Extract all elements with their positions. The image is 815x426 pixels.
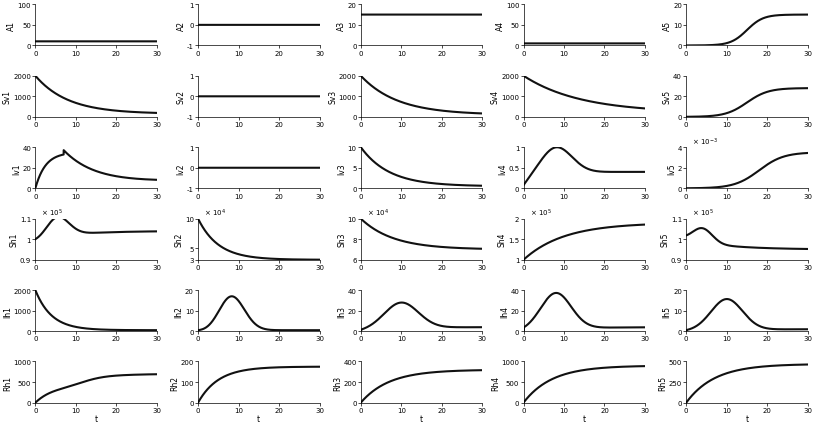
X-axis label: t: t — [95, 414, 98, 423]
Y-axis label: Sv2: Sv2 — [177, 90, 186, 104]
Text: × 10$^{5}$: × 10$^{5}$ — [42, 207, 64, 219]
Y-axis label: Ih3: Ih3 — [337, 305, 346, 317]
Text: × 10$^{4}$: × 10$^{4}$ — [204, 207, 226, 219]
Y-axis label: Ih1: Ih1 — [2, 305, 11, 317]
Y-axis label: Sv4: Sv4 — [491, 90, 500, 104]
Y-axis label: Sh3: Sh3 — [337, 233, 346, 247]
Y-axis label: Sv3: Sv3 — [328, 90, 337, 104]
X-axis label: t: t — [583, 414, 586, 423]
Y-axis label: A3: A3 — [337, 21, 346, 31]
Y-axis label: Rh3: Rh3 — [333, 374, 341, 390]
Y-axis label: Iv2: Iv2 — [177, 163, 186, 174]
Y-axis label: Sh5: Sh5 — [660, 233, 669, 247]
Text: × 10$^{5}$: × 10$^{5}$ — [692, 207, 714, 219]
Y-axis label: Sv1: Sv1 — [2, 90, 11, 104]
Text: × 10$^{4}$: × 10$^{4}$ — [367, 207, 389, 219]
Y-axis label: Sh2: Sh2 — [174, 233, 183, 247]
Text: × 10$^{5}$: × 10$^{5}$ — [530, 207, 552, 219]
Y-axis label: Sh4: Sh4 — [498, 233, 507, 247]
Y-axis label: Rh1: Rh1 — [2, 375, 11, 390]
Y-axis label: Iv3: Iv3 — [337, 163, 346, 174]
Y-axis label: A1: A1 — [7, 21, 16, 31]
X-axis label: t: t — [258, 414, 260, 423]
Y-axis label: Iv4: Iv4 — [498, 163, 507, 174]
Y-axis label: Rh2: Rh2 — [170, 375, 179, 390]
Y-axis label: Rh5: Rh5 — [659, 374, 667, 390]
Y-axis label: Ih2: Ih2 — [174, 305, 183, 317]
Text: × 10$^{-3}$: × 10$^{-3}$ — [692, 136, 718, 147]
X-axis label: t: t — [420, 414, 423, 423]
Y-axis label: A4: A4 — [496, 21, 504, 31]
Y-axis label: Iv5: Iv5 — [667, 163, 676, 174]
Y-axis label: Ih5: Ih5 — [663, 305, 672, 317]
Y-axis label: Rh4: Rh4 — [491, 374, 500, 390]
Y-axis label: Sh1: Sh1 — [10, 233, 19, 247]
Y-axis label: Iv1: Iv1 — [12, 163, 21, 174]
Y-axis label: A2: A2 — [177, 21, 186, 31]
Y-axis label: Sv5: Sv5 — [663, 90, 672, 104]
Y-axis label: Ih4: Ih4 — [500, 305, 509, 317]
X-axis label: t: t — [746, 414, 748, 423]
Y-axis label: A5: A5 — [663, 21, 672, 31]
